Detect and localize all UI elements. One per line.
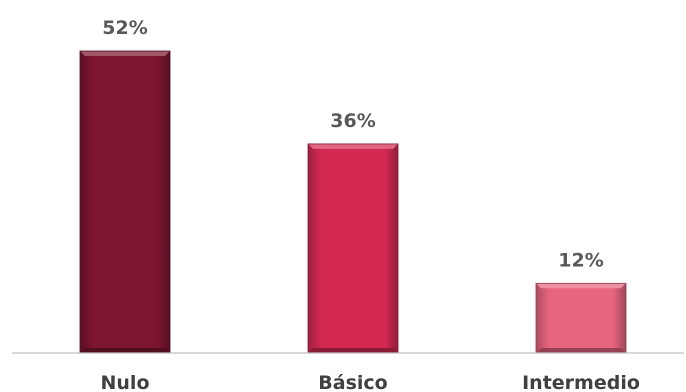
bar-intermedio — [535, 282, 627, 354]
x-tick-label-nulo: Nulo — [101, 372, 150, 392]
data-label-intermedio: 12% — [558, 249, 603, 271]
data-label-nulo: 52% — [102, 17, 147, 39]
bars-layer — [79, 50, 627, 354]
bar-básico — [307, 143, 399, 354]
x-tick-label-básico: Básico — [318, 372, 387, 392]
labels-layer: 52% Nulo 36% Básico 12% Intermedio — [101, 17, 640, 392]
x-tick-label-intermedio: Intermedio — [522, 372, 640, 392]
data-label-básico: 36% — [330, 110, 375, 132]
bar-nulo — [79, 50, 171, 354]
